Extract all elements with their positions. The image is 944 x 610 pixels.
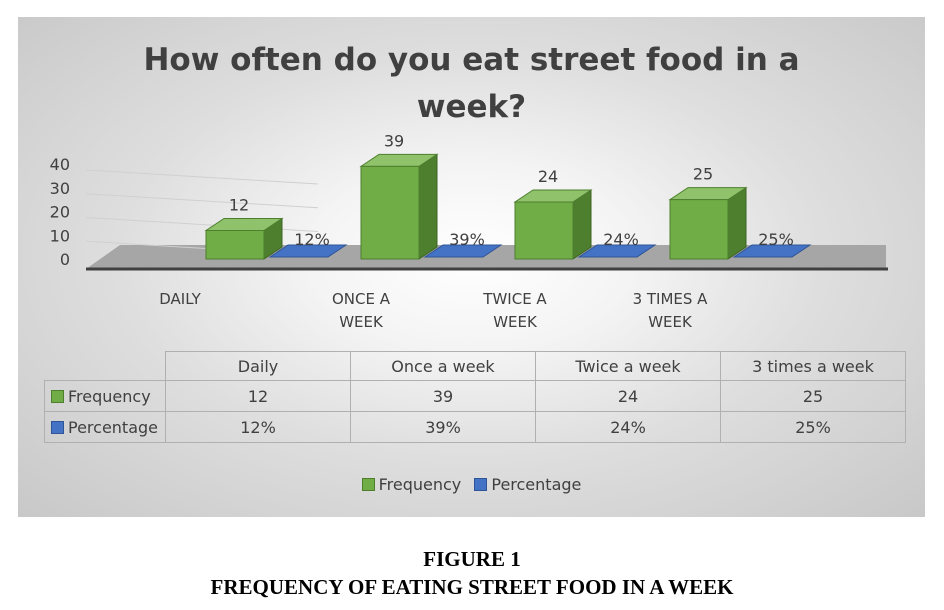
table-header-cell: 3 times a week [720, 351, 906, 381]
percentage-bar [732, 244, 812, 258]
frequency-data-label: 25 [693, 165, 713, 184]
table-cell: 39% [350, 411, 536, 443]
legend-item-percentage: Percentage [474, 475, 581, 494]
frequency-legend-key [51, 389, 64, 403]
plot-area: 0 10 20 30 40 12% 12 DAILY 39% 39 ONCE A WEEK 24% 24 T… [50, 131, 888, 331]
percentage-legend-swatch [474, 478, 488, 491]
figure-caption-text: FREQUENCY OF EATING STREET FOOD IN A WEE… [210, 575, 734, 599]
x-category-label: WEEK [339, 313, 384, 331]
percentage-bar [423, 244, 503, 258]
frequency-bar [669, 199, 729, 260]
frequency-data-label: 24 [538, 167, 558, 186]
table-header-cell: Twice a week [535, 351, 721, 381]
percentage-data-label: 12% [294, 230, 330, 249]
chart-title: How often do you eat street food in a we… [18, 37, 925, 131]
table-cell: 39 [350, 380, 536, 412]
frequency-legend-swatch [361, 478, 375, 491]
frequency-data-label: 39 [384, 131, 404, 150]
table-cell: 12 [165, 380, 351, 412]
gridline [85, 217, 319, 232]
table-cell: 25 [720, 380, 906, 412]
table-cell: 24% [535, 411, 721, 443]
x-category-label: WEEK [648, 313, 693, 331]
x-category-label: WEEK [493, 313, 538, 331]
y-tick-label: 10 [50, 226, 70, 245]
percentage-legend-key [51, 420, 64, 434]
x-category-label: 3 TIMES A [633, 290, 709, 308]
data-table: Daily Once a week Twice a week 3 times a… [44, 351, 906, 443]
table-cell: 24 [535, 380, 721, 412]
table-row-label: Frequency [44, 380, 166, 412]
chart-title-line2: week? [416, 89, 527, 125]
table-row-frequency: Frequency 12 39 24 25 [44, 380, 906, 412]
gridline [85, 193, 319, 209]
figure-caption: FIGURE 1 FREQUENCY OF EATING STREET FOOD… [0, 545, 944, 601]
percentage-data-label: 39% [449, 230, 485, 249]
frequency-bar-side [418, 153, 438, 260]
y-tick-label: 20 [50, 203, 70, 222]
x-category-label: DAILY [159, 290, 201, 308]
frequency-bar [360, 165, 420, 260]
percentage-data-label: 25% [758, 230, 794, 249]
gridline [85, 169, 319, 185]
frequency-data-label: 12 [229, 196, 249, 215]
frequency-bar [514, 201, 574, 260]
table-header-row: Daily Once a week Twice a week 3 times a… [45, 351, 906, 381]
chart-title-line1: How often do you eat street food in a [143, 42, 800, 78]
figure-number: FIGURE 1 [423, 547, 521, 571]
table-row-label-text: Frequency [68, 386, 151, 406]
table-cell: 12% [165, 411, 351, 443]
percentage-data-label: 24% [603, 230, 639, 249]
x-category-label: ONCE A [332, 290, 391, 308]
frequency-bar [205, 230, 265, 260]
y-tick-label: 30 [50, 179, 70, 198]
legend-item-frequency: Frequency [361, 475, 462, 494]
table-row-label-text: Percentage [68, 417, 159, 437]
percentage-bar [577, 244, 657, 258]
percentage-bar [268, 244, 348, 258]
legend-label: Frequency [378, 475, 462, 494]
table-header-cell: Daily [165, 351, 351, 381]
legend-label: Percentage [491, 475, 582, 494]
y-tick-label: 40 [50, 155, 70, 174]
table-header-cell: Once a week [350, 351, 536, 381]
table-row-label: Percentage [44, 411, 166, 443]
table-corner [45, 352, 166, 381]
table-cell: 25% [720, 411, 906, 443]
table-row-percentage: Percentage 12% 39% 24% 25% [44, 411, 906, 443]
y-tick-label: 0 [60, 250, 70, 269]
x-category-label: TWICE A [482, 290, 547, 308]
chart-panel: How often do you eat street food in a we… [18, 17, 925, 517]
chart-legend: Frequency Percentage [18, 475, 925, 494]
